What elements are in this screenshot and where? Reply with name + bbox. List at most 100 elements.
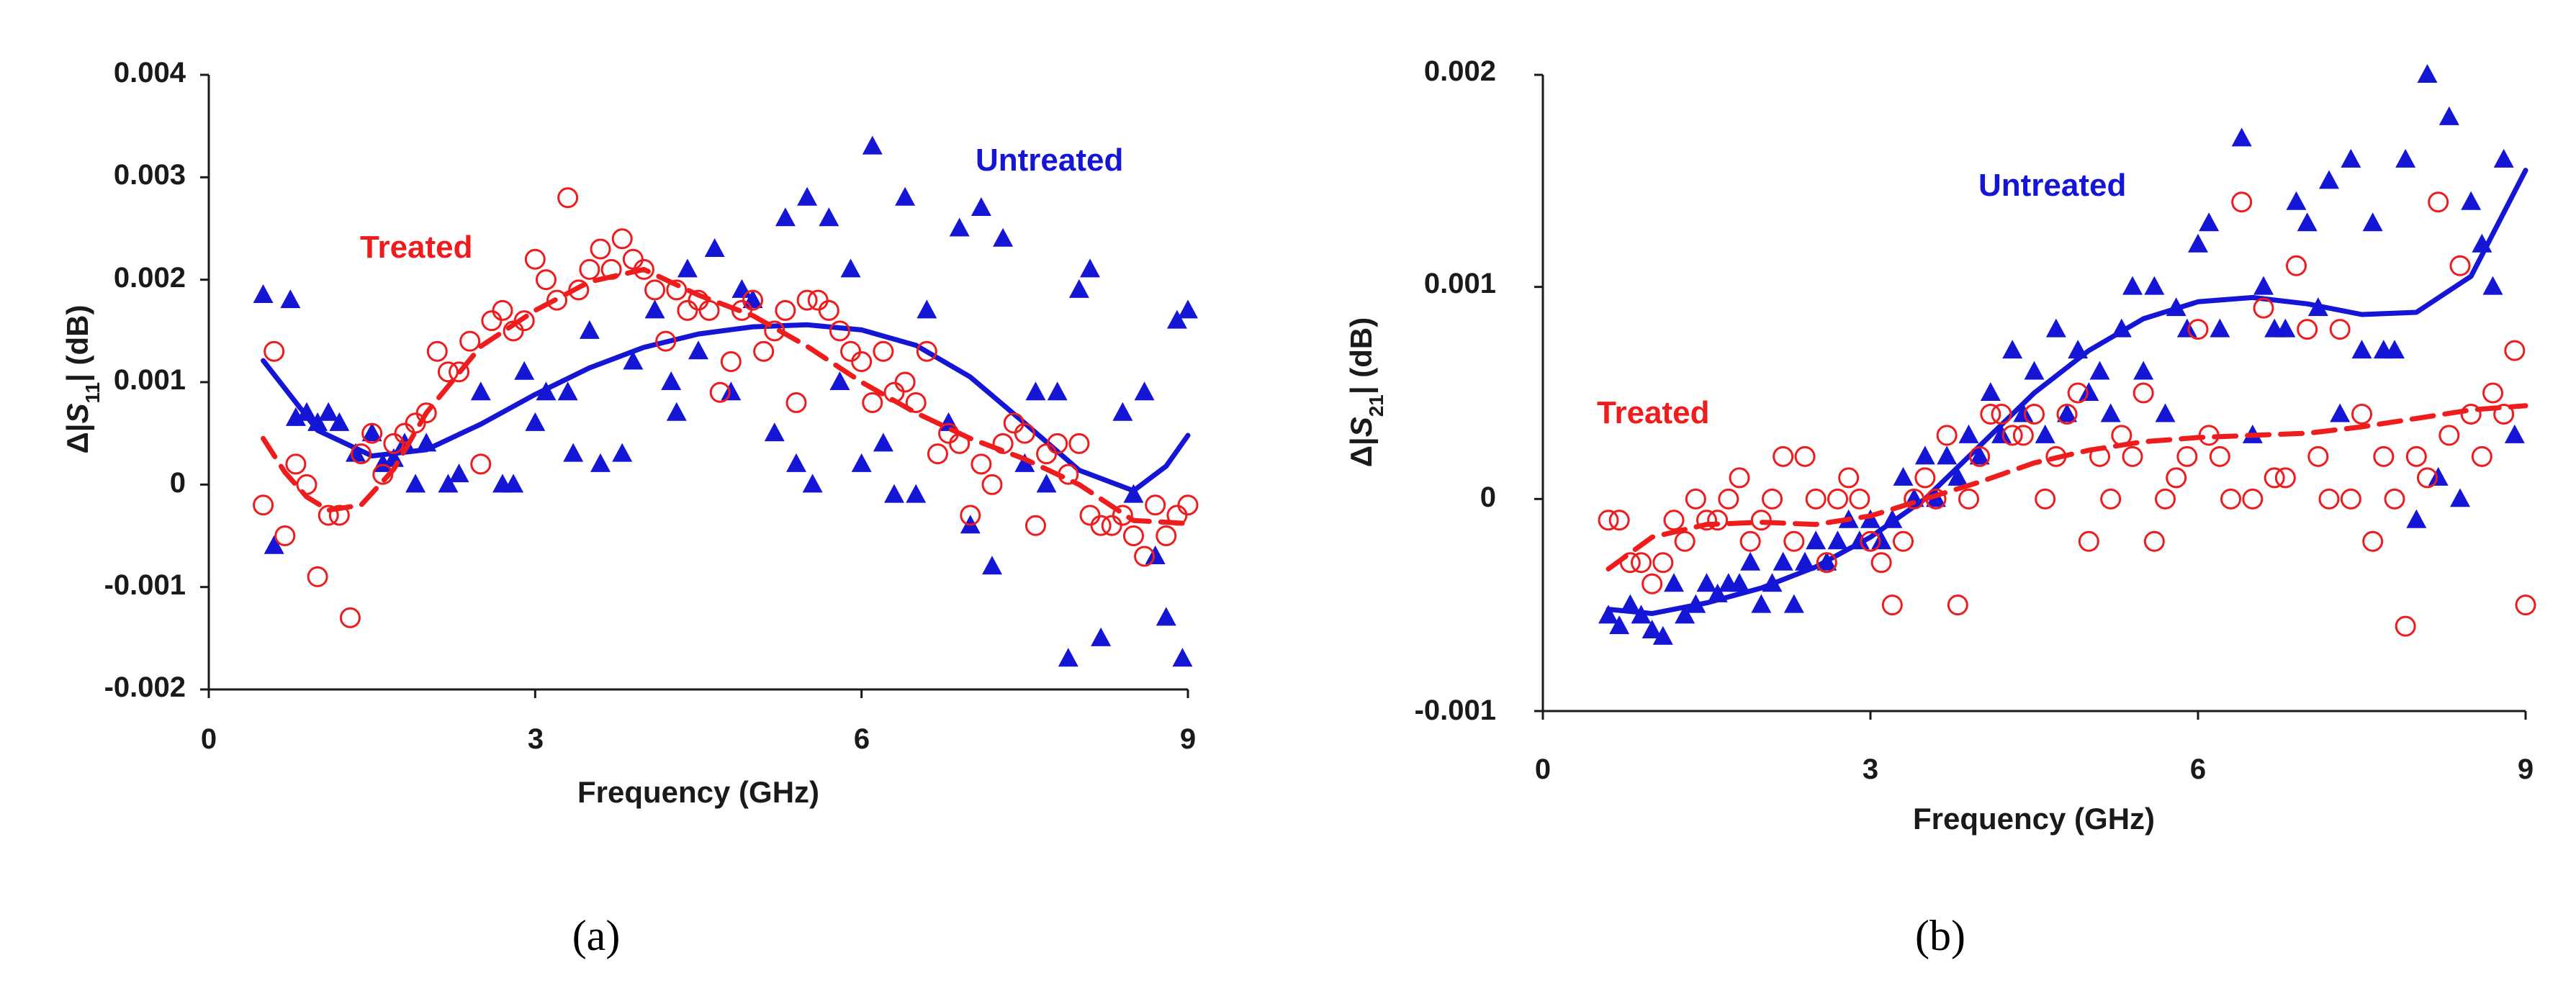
chart-b-treated-point bbox=[2253, 297, 2274, 319]
chart-a-untreated-point bbox=[677, 258, 698, 278]
chart-b-untreated-point bbox=[1969, 445, 1990, 465]
chart-a-treated-point bbox=[492, 299, 513, 321]
chart-b-treated-point bbox=[1631, 552, 1652, 574]
chart-b-untreated-point bbox=[1664, 573, 1684, 592]
chart-b-treated-point bbox=[2067, 382, 2089, 404]
chart-a-treated-point bbox=[1177, 494, 1199, 516]
chart-a-untreated-point bbox=[1156, 607, 1176, 626]
chart-a-treated-point bbox=[960, 504, 981, 526]
chart-b-untreated-point bbox=[2057, 403, 2077, 422]
chart-a-untreated-point bbox=[280, 289, 301, 309]
chart-b-untreated-point bbox=[2297, 212, 2318, 232]
chart-b-untreated-point bbox=[1937, 445, 1958, 465]
chart-a-treated-annotation: Treated bbox=[360, 230, 473, 265]
chart-b-untreated-point bbox=[2428, 466, 2449, 486]
chart-b-untreated-point bbox=[2155, 403, 2176, 422]
chart-b-untreated-point bbox=[2482, 276, 2503, 295]
chart-a-y-axis-label: Δ|S11| (dB) bbox=[60, 305, 104, 454]
chart-a-treated-point bbox=[426, 340, 448, 362]
chart-b-treated-point bbox=[2329, 319, 2351, 340]
chart-a-untreated-point bbox=[1123, 484, 1144, 503]
chart-b-treated-point bbox=[2001, 425, 2023, 446]
chart-b-treated-point bbox=[1707, 510, 1729, 531]
chart-a-untreated-point bbox=[612, 443, 633, 462]
chart-b-treated-point bbox=[2318, 488, 2340, 510]
chart-a-treated-point bbox=[1024, 515, 1046, 536]
chart-b-untreated-point bbox=[2417, 64, 2438, 83]
chart-a-ytick-label: 0.002 bbox=[114, 262, 186, 294]
chart-b-untreated-point bbox=[2493, 148, 2514, 168]
chart-b-treated-point bbox=[2482, 382, 2503, 404]
chart-b-treated-point bbox=[1718, 488, 1739, 510]
chart-b-treated-point bbox=[2449, 255, 2471, 276]
chart-a-treated-point bbox=[1014, 422, 1035, 444]
chart-b-treated-point bbox=[1663, 510, 1685, 531]
chart-b-untreated-point bbox=[2188, 233, 2208, 253]
chart-a-treated-point bbox=[916, 340, 937, 362]
chart-b-untreated-point bbox=[2035, 424, 2055, 443]
chart-a-treated-point bbox=[1090, 515, 1112, 536]
chart-b-treated-point bbox=[2515, 594, 2536, 616]
chart-b-treated-point bbox=[1860, 530, 1881, 552]
chart-b-treated-point bbox=[1685, 488, 1706, 510]
chart-b-treated-point bbox=[2362, 530, 2384, 552]
chart-b-ytick-label: 0 bbox=[1480, 481, 1496, 513]
chart-b-treated-point bbox=[2307, 445, 2329, 467]
chart-a-treated-point bbox=[1079, 504, 1101, 526]
chart-b-treated-point bbox=[2100, 488, 2122, 510]
chart-a-treated-point bbox=[1134, 546, 1156, 567]
chart-b-treated-point bbox=[1696, 510, 1717, 531]
chart-a-treated-point bbox=[720, 351, 742, 373]
chart-a-xtick-label: 6 bbox=[854, 723, 870, 755]
chart-a-untreated-point bbox=[1166, 309, 1187, 329]
chart-b-untreated-point bbox=[1947, 466, 1968, 486]
chart-b-treated-point bbox=[1783, 530, 1805, 552]
chart-a-treated-point bbox=[840, 340, 862, 362]
chart-b-untreated-point bbox=[2210, 318, 2230, 338]
chart-a-ytick-label: 0 bbox=[170, 467, 186, 499]
chart-a-treated-point bbox=[807, 289, 829, 311]
chart-a-treated-point bbox=[905, 392, 927, 413]
chart-a-untreated-point bbox=[525, 412, 546, 431]
chart-b-treated-point bbox=[2351, 403, 2372, 425]
chart-b-untreated-point bbox=[1641, 620, 1662, 639]
chart-a-treated-point bbox=[611, 228, 633, 250]
chart-b-treated-point bbox=[2176, 445, 2198, 467]
chart-b-treated-point bbox=[2384, 488, 2405, 510]
chart-b-treated-point bbox=[2428, 191, 2449, 213]
chart-a-treated-point bbox=[970, 453, 992, 475]
chart-b-treated-point bbox=[2286, 255, 2307, 276]
chart-b-treated-point bbox=[1870, 552, 1892, 574]
chart-a-untreated-point bbox=[503, 474, 524, 493]
chart-a-untreated-point bbox=[851, 453, 872, 472]
chart-a-untreated-point bbox=[797, 186, 818, 206]
chart-a-treated-point bbox=[1101, 515, 1122, 536]
chart-a-untreated-point bbox=[1172, 648, 1193, 667]
chart-b-untreated-point bbox=[2002, 340, 2023, 359]
chart-a-treated-point bbox=[742, 289, 764, 311]
chart-b-untreated-point bbox=[2362, 212, 2383, 232]
chart-b-untreated-point bbox=[2450, 488, 2470, 507]
chart-a-treated-point bbox=[470, 453, 492, 475]
chart-a-treated-point bbox=[513, 310, 535, 332]
chart-a-untreated-point bbox=[688, 340, 708, 360]
chart-a-untreated-point bbox=[579, 320, 600, 339]
chart-a-untreated-trendline bbox=[261, 322, 1191, 494]
chart-a-untreated-point bbox=[1145, 545, 1166, 564]
chart-b-ytick-label: -0.001 bbox=[1415, 694, 1496, 726]
chart-a-treated-point bbox=[818, 299, 839, 321]
chart-a-y-ticks: -0.002 -0.001 0 0.001 0.002 0.003 0.004 bbox=[104, 57, 186, 703]
chart-a-treated-point bbox=[1122, 525, 1144, 546]
chart-a-untreated-point bbox=[318, 402, 339, 421]
chart-b-untreated-point bbox=[2286, 191, 2307, 210]
chart-b-untreated-point bbox=[2330, 403, 2351, 422]
chart-a-treated-point bbox=[873, 340, 894, 362]
chart-b-treated-point bbox=[1991, 403, 2012, 425]
chart-a-treated-point bbox=[1068, 433, 1090, 454]
chart-b-treated-point bbox=[1838, 467, 1860, 489]
chart-a-treated-point bbox=[524, 248, 546, 270]
chart-a-treated-point bbox=[753, 340, 775, 362]
chart-a-treated-point bbox=[677, 299, 698, 321]
chart-a-untreated-point bbox=[949, 217, 970, 237]
chart-b-untreated-point bbox=[1914, 445, 1935, 465]
